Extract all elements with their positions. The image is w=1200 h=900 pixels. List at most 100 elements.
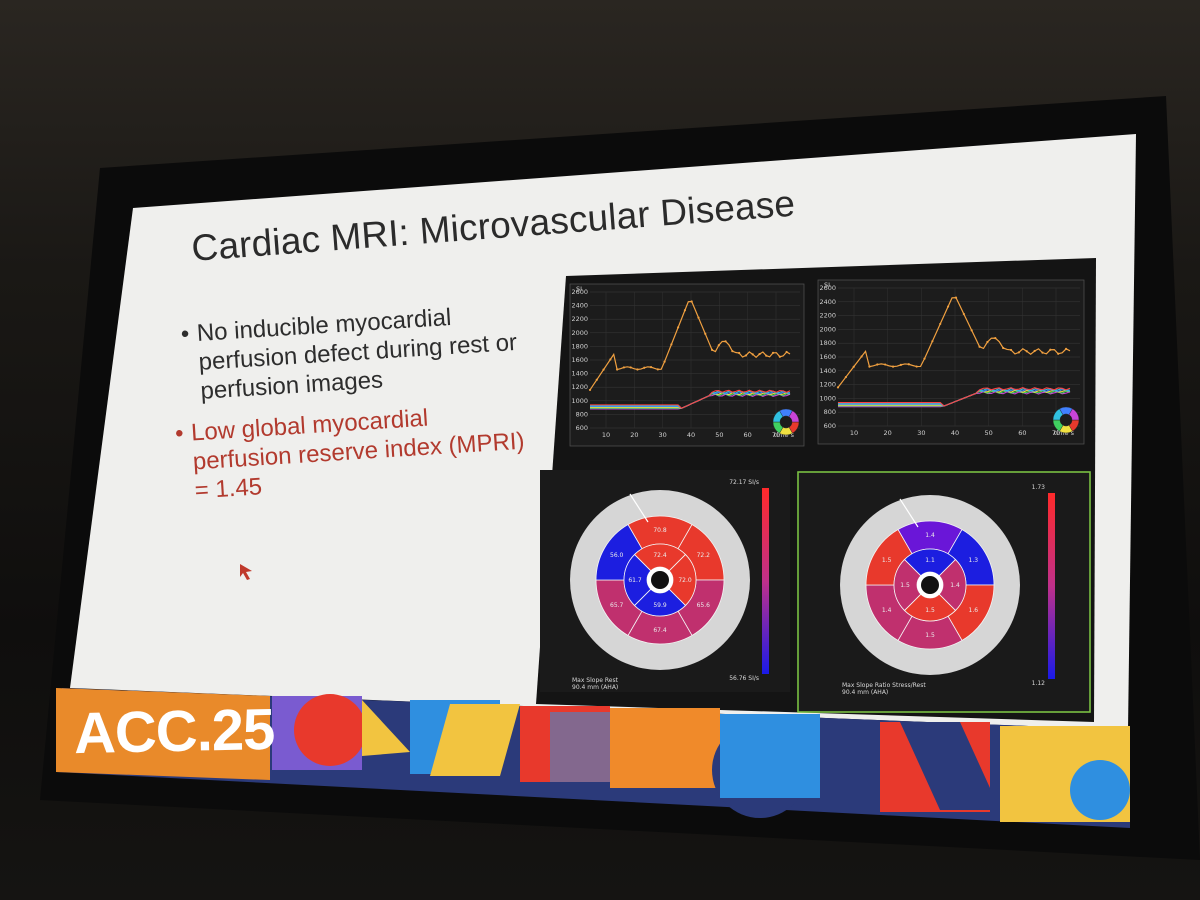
data-point [588,388,592,392]
y-axis-label: SI [576,285,582,293]
y-tick-label: 2400 [819,298,836,306]
y-tick-label: 800 [824,408,836,416]
segment-legend-wedge [788,410,800,423]
data-point [939,322,942,326]
segment-value: 72.4 [653,552,667,559]
right-si-curve-chart: 2600 2400 2200 2000 1800 1600 1400 1200 1000 800 6… [819,281,1080,437]
y-tick-label: 600 [576,424,588,432]
acc-logo-tile [56,688,270,780]
bullet-item-highlight: Low global myocardial perfusion reserve … [174,395,571,506]
data-point [636,368,639,371]
banner-tile [610,708,720,788]
x-tick-label: 60 [1018,429,1026,437]
y-tick-label: 600 [824,422,836,430]
data-point [1057,352,1060,355]
x-tick-label: 50 [985,429,993,437]
data-point [899,363,903,366]
segment-value: 72.0 [678,577,692,584]
data-point [1049,348,1052,351]
data-point [765,354,768,357]
bullseye-caption: Max Slope Rest [572,677,619,684]
y-tick-label: 1400 [819,367,836,375]
data-point [915,365,918,368]
segment-value: 65.6 [697,602,711,609]
banner-tile [900,722,1000,810]
data-point [1025,350,1028,353]
x-tick-label: 70 [1052,429,1060,437]
data-point [970,329,973,332]
data-point [629,366,632,369]
data-point [683,309,687,312]
left-chart-frame [569,283,805,447]
data-point [884,363,887,366]
segment-legend-wedge [1068,408,1080,421]
rest-bullseye-plot: 70.8 72.2 65.6 67.4 65.7 56.0 72.4 72.0 59.9 61.7… [570,479,769,691]
y-tick-label: 2200 [571,315,588,323]
mouse-cursor-icon [240,564,252,580]
data-point [724,340,727,343]
y-tick-label: 1800 [819,339,836,347]
data-point [677,326,680,329]
y-tick-label: 2000 [819,325,836,333]
x-tick-label: 40 [687,431,695,439]
segment-value: 1.5 [900,582,910,589]
x-tick-label: 20 [884,429,892,437]
segment-value: 56.0 [610,552,624,559]
x-tick-label: 10 [602,431,610,439]
data-point [778,355,781,358]
data-point [758,352,761,356]
myocardial-segment-curve [590,389,791,409]
data-point [931,340,934,343]
reference-pointer [899,498,919,528]
data-point [1041,351,1044,354]
data-point [690,300,693,303]
y-tick-label: 800 [576,410,588,418]
data-point [994,337,997,340]
bullseye-caption: 90.4 mm (AHA) [842,689,888,696]
banner-tile [720,714,820,798]
x-tick-label: 50 [715,431,723,439]
x-tick-label: 30 [917,429,925,437]
banner-tile [294,694,366,766]
banner-tile [362,700,410,756]
x-tick-label: 30 [659,431,667,439]
segment-value: 1.4 [882,607,892,614]
y-tick-label: 2400 [571,302,588,310]
segment-legend-hole [781,417,791,427]
reference-pointer [629,493,649,523]
x-tick-label: 70 [772,431,780,439]
data-point [876,363,879,366]
data-point [978,345,981,348]
segment-value: 65.7 [610,602,624,609]
data-point [670,343,673,346]
x-tick-label: 10 [850,429,858,437]
data-point [860,355,863,358]
data-point [954,296,958,299]
y-axis-label: SI [824,281,830,289]
data-point [836,386,840,389]
scale-min-label: 1.12 [1032,680,1046,687]
bullseye-caption: Max Slope Ratio Stress/Rest [842,682,926,689]
data-point [697,316,700,319]
data-point [868,365,871,368]
y-tick-label: 1600 [571,356,588,364]
banner-tile [430,704,520,776]
left-si-curve-chart: 2600 2400 2200 2000 1800 1600 1400 1200 1000 800 6… [571,285,800,439]
scale-min-label: 56.76 SI/s [729,675,759,682]
data-point [609,358,612,361]
data-point [1033,349,1036,353]
data-point [1009,348,1013,352]
y-tick-label: 2600 [819,284,836,292]
y-tick-label: 1000 [819,394,836,402]
segment-value: 72.2 [697,552,711,559]
color-scale-bar [762,488,769,674]
segment-value: 61.7 [628,577,642,584]
data-point [771,351,775,354]
data-point [744,354,748,357]
data-point [891,365,895,368]
data-point [986,340,989,344]
data-point [923,357,926,360]
data-point [622,366,625,369]
data-point [852,365,855,368]
